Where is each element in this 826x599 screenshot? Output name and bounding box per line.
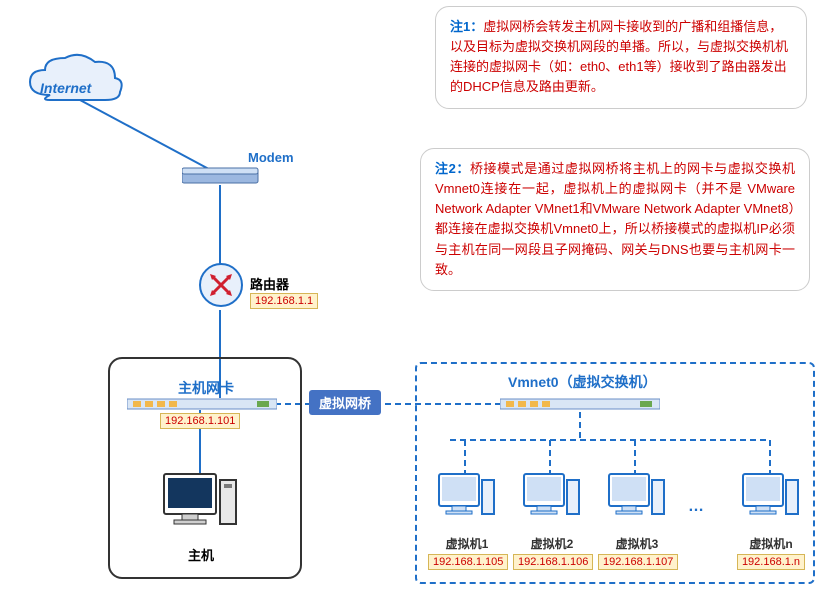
- note-2: 注2：桥接模式是通过虚拟网桥将主机上的网卡与虚拟交换机Vmnet0连接在一起，虚…: [420, 148, 810, 291]
- note1-prefix: 注1：: [450, 19, 483, 34]
- vmnet-label: Vmnet0（虚拟交换机）: [508, 372, 657, 392]
- note1-text: 虚拟网桥会转发主机网卡接收到的广播和组播信息，以及目标为虚拟交换机网段的单播。所…: [450, 19, 788, 94]
- modem-label: Modem: [248, 150, 294, 165]
- host-nic-label: 主机网卡: [178, 378, 234, 398]
- vm-name: 虚拟机1: [428, 535, 506, 552]
- note2-prefix: 注2：: [435, 161, 470, 176]
- modem-icon: [182, 165, 260, 187]
- note2-text: 桥接模式是通过虚拟网桥将主机上的网卡与虚拟交换机Vmnet0连接在一起，虚拟机上…: [435, 161, 795, 277]
- bridge-label: 虚拟网桥: [309, 390, 381, 415]
- note-1: 注1：虚拟网桥会转发主机网卡接收到的广播和组播信息，以及目标为虚拟交换机网段的单…: [435, 6, 807, 109]
- vm-pc-icon: [741, 472, 801, 528]
- router-label: 路由器: [250, 274, 289, 293]
- vmnet-switch-icon: [500, 397, 660, 411]
- vm-pc-icon: [437, 472, 497, 528]
- vm-n: 虚拟机n 192.168.1.n: [732, 472, 810, 570]
- host-label: 主机: [188, 545, 214, 564]
- vm-ip: 192.168.1.106: [513, 554, 593, 570]
- host-ip: 192.168.1.101: [160, 413, 240, 429]
- vm-name: 虚拟机n: [732, 535, 810, 552]
- vm-pc-icon: [607, 472, 667, 528]
- vm-2: 虚拟机2 192.168.1.106: [513, 472, 591, 570]
- internet-label: Internet: [40, 80, 91, 96]
- router-icon: [198, 262, 244, 308]
- vm-ip: 192.168.1.107: [598, 554, 678, 570]
- vm-3: 虚拟机3 192.168.1.107: [598, 472, 676, 570]
- host-pc-icon: [160, 470, 240, 540]
- vm-name: 虚拟机3: [598, 535, 676, 552]
- vm-ellipsis: …: [688, 498, 704, 516]
- vm-ip: 192.168.1.105: [428, 554, 508, 570]
- host-switch-icon: [127, 397, 277, 411]
- router-ip: 192.168.1.1: [250, 293, 318, 309]
- vm-ip: 192.168.1.n: [737, 554, 805, 570]
- vm-pc-icon: [522, 472, 582, 528]
- vm-name: 虚拟机2: [513, 535, 591, 552]
- vm-1: 虚拟机1 192.168.1.105: [428, 472, 506, 570]
